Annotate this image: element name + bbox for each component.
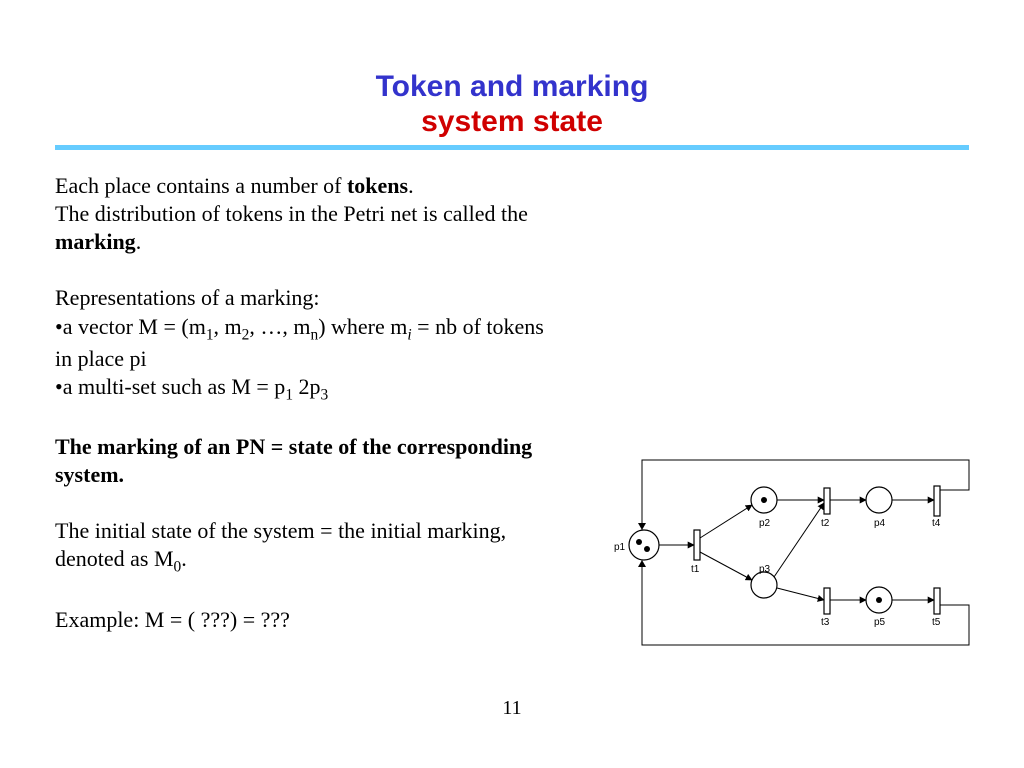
para-initial-marking: The initial state of the system = the in… [55,517,565,577]
svg-text:p2: p2 [759,518,771,529]
para-pn-state: The marking of an PN = state of the corr… [55,433,565,489]
title-line-1: Token and marking [55,70,969,105]
svg-text:p1: p1 [614,542,626,553]
svg-text:p4: p4 [874,518,886,529]
svg-text:t3: t3 [821,617,830,628]
svg-text:t5: t5 [932,617,941,628]
para-tokens: Each place contains a number of tokens. [55,172,565,200]
svg-text:t2: t2 [821,518,830,529]
svg-text:t4: t4 [932,518,941,529]
para-marking: The distribution of tokens in the Petri … [55,200,565,256]
bullet-vector: •a vector M = (m1, m2, …, mn) where mi =… [55,313,565,373]
svg-text:p3: p3 [759,564,771,575]
body-text: Each place contains a number of tokens. … [55,172,565,634]
page-number: 11 [0,697,1024,720]
para-representations: Representations of a marking: [55,284,565,312]
title-line-2: system state [55,105,969,140]
svg-text:t1: t1 [691,564,700,575]
svg-text:p5: p5 [874,617,886,628]
slide-title: Token and marking system state [55,70,969,139]
petri-net-diagram: p1 p2 p3 p4 p5 t1 t2 t3 t4 t5 [574,440,994,670]
para-example: Example: M = ( ???) = ??? [55,606,565,634]
bullet-multiset: •a multi-set such as M = p1 2p3 [55,373,565,405]
title-underline [55,145,969,150]
